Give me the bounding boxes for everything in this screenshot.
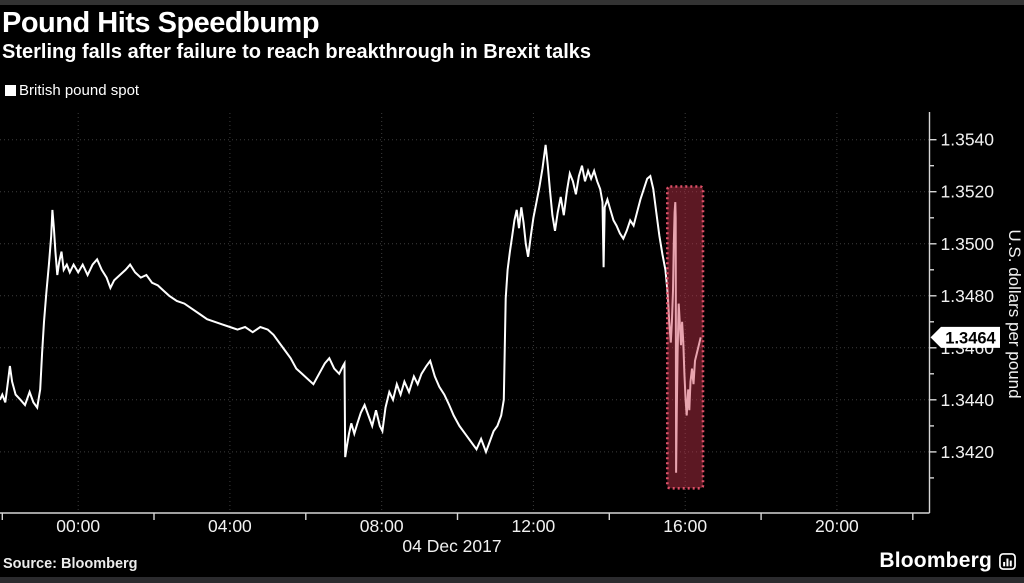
y-tick-label: 1.3500 bbox=[941, 234, 995, 254]
y-tick-label: 1.3480 bbox=[941, 286, 995, 306]
price-line bbox=[0, 144, 702, 473]
y-tick-label: 1.3420 bbox=[941, 442, 995, 462]
last-price-badge bbox=[930, 326, 1000, 348]
x-tick-label: 20:00 bbox=[815, 516, 859, 536]
x-tick-label: 00:00 bbox=[56, 516, 100, 536]
legend-label: British pound spot bbox=[19, 82, 140, 99]
y-tick-label: 1.3520 bbox=[941, 182, 995, 202]
x-tick-label: 12:00 bbox=[512, 516, 556, 536]
x-tick-label: 04:00 bbox=[208, 516, 252, 536]
legend: British pound spot bbox=[5, 82, 139, 99]
highlight-region bbox=[667, 186, 703, 489]
y-tick-label: 1.3440 bbox=[941, 390, 995, 410]
last-price-badge-label: 1.3464 bbox=[945, 329, 996, 347]
legend-swatch-icon bbox=[5, 85, 16, 96]
page-subtitle: Sterling falls after failure to reach br… bbox=[2, 41, 592, 63]
x-axis-date-label: 04 Dec 2017 bbox=[402, 536, 501, 556]
y-tick-label: 1.3540 bbox=[941, 130, 995, 150]
y-axis-title: U.S. dollars per pound bbox=[1005, 229, 1024, 398]
top-border-strip bbox=[0, 0, 1024, 5]
page-title: Pound Hits Speedbump bbox=[2, 7, 320, 39]
x-tick-label: 08:00 bbox=[360, 516, 404, 536]
source-attribution: Source: Bloomberg bbox=[3, 556, 138, 572]
x-tick-label: 16:00 bbox=[663, 516, 707, 536]
bottom-border-strip bbox=[0, 577, 1024, 583]
brand-logo: Bloomberg bbox=[879, 549, 1016, 573]
brand-wordmark: Bloomberg bbox=[879, 549, 992, 572]
highlight-region-border bbox=[665, 185, 705, 490]
bloomberg-mark-icon bbox=[999, 552, 1016, 570]
